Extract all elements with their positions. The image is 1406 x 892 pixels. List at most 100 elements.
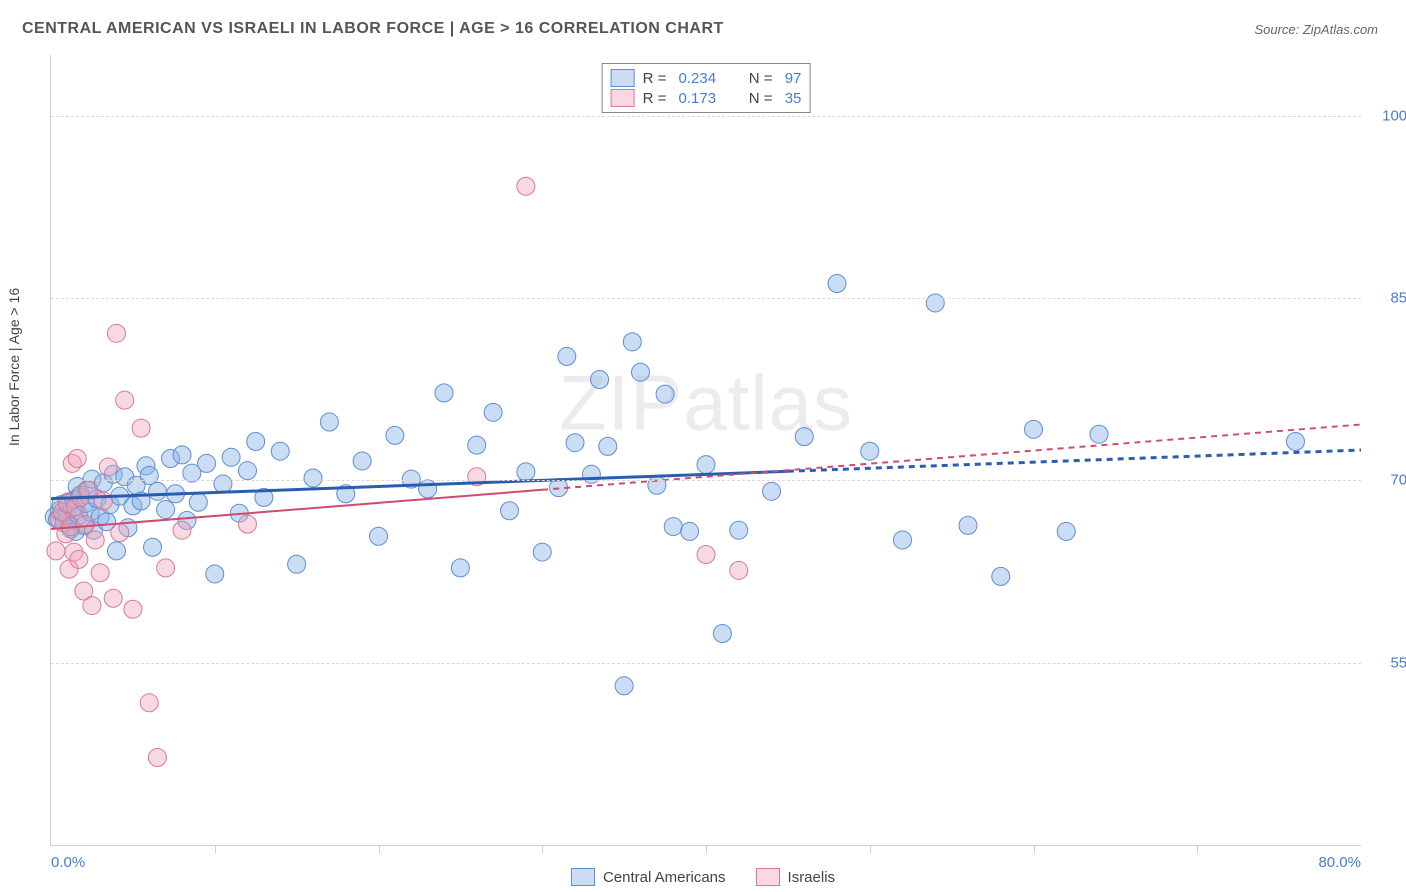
source-label: Source: ZipAtlas.com: [1254, 22, 1378, 37]
data-point: [926, 294, 944, 312]
data-point: [615, 677, 633, 695]
data-point: [353, 452, 371, 470]
legend-n-value: 35: [785, 90, 802, 107]
data-point: [533, 543, 551, 561]
data-point: [157, 501, 175, 519]
data-point: [222, 448, 240, 466]
data-point: [189, 493, 207, 511]
series-legend-item: Central Americans: [571, 868, 726, 886]
data-point: [795, 428, 813, 446]
data-point: [94, 492, 112, 510]
y-tick-label: 100.0%: [1369, 107, 1406, 124]
data-point: [140, 694, 158, 712]
x-tick-mark: [379, 845, 380, 853]
data-point: [140, 467, 158, 485]
x-tick-mark: [870, 845, 871, 853]
data-point: [370, 527, 388, 545]
data-point: [959, 516, 977, 534]
series-legend-label: Israelis: [788, 869, 836, 886]
gridline: [51, 480, 1361, 481]
data-point: [501, 502, 519, 520]
data-point: [1090, 425, 1108, 443]
data-point: [86, 531, 104, 549]
legend-row: R = 0.234 N = 97: [611, 68, 802, 88]
legend-swatch: [756, 868, 780, 886]
data-point: [47, 542, 65, 560]
data-point: [861, 442, 879, 460]
data-point: [148, 748, 166, 766]
series-legend: Central Americans Israelis: [571, 868, 835, 886]
data-point: [558, 347, 576, 365]
data-point: [435, 384, 453, 402]
data-point: [484, 403, 502, 421]
data-point: [124, 600, 142, 618]
plot-area: ZIPatlas R = 0.234 N = 97R = 0.173 N = 3…: [50, 55, 1361, 846]
data-point: [664, 518, 682, 536]
x-tick-label: 80.0%: [1318, 854, 1361, 871]
data-point: [239, 515, 257, 533]
data-point: [697, 456, 715, 474]
x-tick-mark: [1197, 845, 1198, 853]
legend-r-value: 0.234: [679, 70, 717, 87]
data-point: [632, 363, 650, 381]
y-axis-title: In Labor Force | Age > 16: [6, 288, 22, 446]
legend-swatch: [611, 69, 635, 87]
series-legend-label: Central Americans: [603, 869, 726, 886]
data-point: [730, 561, 748, 579]
legend-n-label: N =: [749, 90, 777, 107]
data-point: [271, 442, 289, 460]
data-point: [648, 476, 666, 494]
data-point: [763, 482, 781, 500]
data-point: [198, 454, 216, 472]
data-point: [1287, 432, 1305, 450]
data-point: [713, 625, 731, 643]
data-point: [239, 462, 257, 480]
data-point: [288, 555, 306, 573]
data-point: [681, 522, 699, 540]
data-point: [83, 597, 101, 615]
data-point: [99, 458, 117, 476]
data-point: [451, 559, 469, 577]
data-point: [992, 567, 1010, 585]
data-point: [104, 589, 122, 607]
legend-row: R = 0.173 N = 35: [611, 88, 802, 108]
y-tick-label: 85.0%: [1369, 290, 1406, 307]
data-point: [70, 550, 88, 568]
legend-swatch: [611, 89, 635, 107]
data-point: [656, 385, 674, 403]
data-point: [206, 565, 224, 583]
correlation-legend: R = 0.234 N = 97R = 0.173 N = 35: [602, 63, 811, 113]
data-point: [566, 434, 584, 452]
legend-n-label: N =: [749, 70, 777, 87]
data-point: [108, 542, 126, 560]
chart-svg: [51, 55, 1361, 845]
data-point: [320, 413, 338, 431]
x-tick-mark: [1034, 845, 1035, 853]
x-tick-mark: [706, 845, 707, 853]
x-tick-mark: [215, 845, 216, 853]
data-point: [697, 546, 715, 564]
data-point: [517, 177, 535, 195]
data-point: [116, 391, 134, 409]
data-point: [173, 446, 191, 464]
data-point: [111, 524, 129, 542]
chart-title: CENTRAL AMERICAN VS ISRAELI IN LABOR FOR…: [22, 20, 724, 38]
data-point: [108, 324, 126, 342]
legend-n-value: 97: [785, 70, 802, 87]
data-point: [828, 274, 846, 292]
y-tick-label: 70.0%: [1369, 472, 1406, 489]
data-point: [76, 515, 94, 533]
legend-r-value: 0.173: [679, 90, 717, 107]
data-point: [468, 436, 486, 454]
legend-r-label: R =: [643, 70, 671, 87]
data-point: [148, 482, 166, 500]
data-point: [157, 559, 175, 577]
data-point: [68, 450, 86, 468]
gridline: [51, 116, 1361, 117]
gridline: [51, 298, 1361, 299]
data-point: [214, 475, 232, 493]
data-point: [247, 432, 265, 450]
legend-swatch: [571, 868, 595, 886]
data-point: [304, 469, 322, 487]
x-tick-mark: [542, 845, 543, 853]
